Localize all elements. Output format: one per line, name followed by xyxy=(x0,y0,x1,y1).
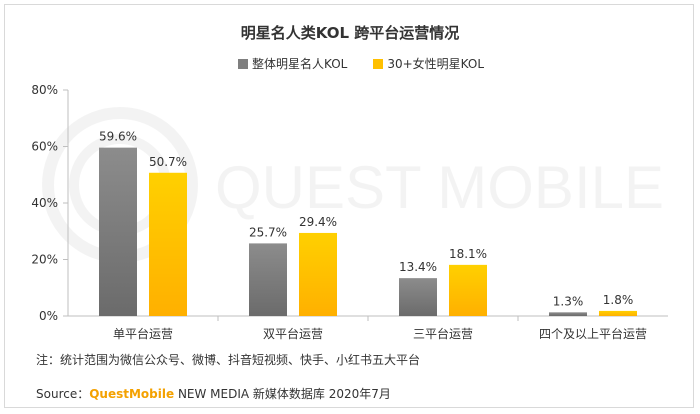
legend-swatch-overall xyxy=(238,58,248,69)
bar-female30 xyxy=(299,232,337,316)
data-label: 1.3% xyxy=(553,294,584,308)
data-label: 1.8% xyxy=(603,293,634,307)
data-label: 13.4% xyxy=(399,260,437,274)
y-tick-label: 0% xyxy=(39,309,58,323)
bar-overall xyxy=(249,243,287,316)
legend-label-female30: 30+女性明星KOL xyxy=(387,57,485,71)
watermark: QUEST MOBILE xyxy=(40,100,680,284)
bar-overall xyxy=(549,312,587,316)
y-tick-label: 40% xyxy=(31,196,58,210)
data-label: 29.4% xyxy=(299,215,337,229)
x-tick-label: 单平台运营 xyxy=(113,326,173,341)
bar-female30 xyxy=(599,310,637,316)
data-label: 50.7% xyxy=(149,155,187,169)
legend-label-overall: 整体明星名人KOL xyxy=(252,57,348,71)
source-suffix: NEW MEDIA 新媒体数据库 2020年7月 xyxy=(174,387,391,401)
bar-overall xyxy=(399,278,437,316)
x-tick-label: 三平台运营 xyxy=(413,326,473,341)
bar-female30 xyxy=(449,264,487,316)
chart-frame xyxy=(4,4,694,408)
data-label: 59.6% xyxy=(99,130,137,144)
x-tick-label: 双平台运营 xyxy=(263,326,323,341)
legend: 整体明星名人KOL 30+女性明星KOL xyxy=(238,55,510,72)
bar-overall xyxy=(99,147,137,316)
x-tick-label: 四个及以上平台运营 xyxy=(539,326,647,341)
legend-swatch-female30 xyxy=(373,58,384,69)
chart-title: 明星名人类KOL 跨平台运营情况 xyxy=(240,24,460,42)
watermark-logo-icon: QUEST MOBILE xyxy=(42,107,664,263)
legend-item-overall: 整体明星名人KOL xyxy=(238,55,347,72)
source-brand: QuestMobile xyxy=(89,387,175,401)
source-line: Source：QuestMobile NEW MEDIA 新媒体数据库 2020… xyxy=(36,385,391,402)
source-prefix: Source： xyxy=(36,387,90,401)
data-label: 18.1% xyxy=(449,247,487,261)
footnote: 注：统计范围为微信公众号、微博、抖音短视频、快手、小红书五大平台 xyxy=(36,353,421,367)
svg-text:QUEST MOBILE: QUEST MOBILE xyxy=(215,154,664,221)
y-tick-label: 20% xyxy=(31,253,58,267)
data-label: 25.7% xyxy=(249,225,287,239)
legend-item-female30: 30+女性明星KOL xyxy=(373,55,484,72)
bar-female30 xyxy=(149,172,187,316)
y-tick-label: 60% xyxy=(31,140,58,154)
y-tick-label: 80% xyxy=(31,83,58,97)
